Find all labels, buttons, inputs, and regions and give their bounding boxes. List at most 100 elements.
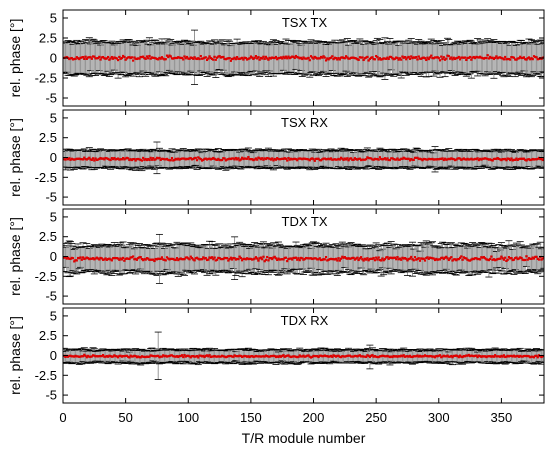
mean-point [198, 258, 201, 261]
mean-point [209, 256, 212, 260]
mean-point [162, 258, 165, 261]
mean-point [405, 157, 408, 160]
mean-point [322, 258, 325, 261]
mean-point [416, 156, 419, 159]
mean-point [316, 57, 319, 60]
mean-point [406, 259, 409, 262]
mean-point [397, 258, 400, 261]
mean-point [273, 255, 276, 258]
mean-point [318, 57, 321, 60]
mean-point [241, 56, 244, 59]
mean-point [248, 257, 251, 260]
panel-3: 5 2.5 0 -2.5 -5 TDX TX rel. phase [°] [7, 208, 545, 305]
mean-point [138, 256, 141, 259]
mean-point [324, 256, 328, 259]
mean-point [228, 157, 231, 160]
mean-point [212, 258, 215, 261]
mean-point [282, 157, 285, 160]
mean-point [288, 57, 291, 60]
mean-point [293, 157, 296, 160]
mean-point [282, 258, 285, 261]
mean-point [279, 157, 283, 161]
mean-point [127, 56, 130, 59]
mean-point [509, 58, 512, 61]
mean-point [108, 257, 111, 260]
mean-point [381, 58, 384, 61]
panel-data [63, 331, 544, 380]
mean-point [238, 255, 241, 258]
mean-point [530, 158, 533, 161]
mean-point [125, 57, 128, 60]
mean-point [137, 57, 140, 60]
mean-point [262, 55, 265, 58]
mean-point [332, 57, 335, 61]
mean-point [496, 157, 499, 160]
mean-point [239, 158, 242, 161]
mean-point [289, 257, 293, 260]
mean-point [85, 57, 88, 60]
y-tick-label: -5 [45, 190, 57, 205]
mean-point [104, 156, 107, 160]
mean-point [215, 258, 219, 261]
mean-point [524, 158, 527, 161]
mean-point [232, 157, 235, 160]
mean-point [461, 258, 464, 261]
mean-point [427, 257, 430, 260]
mean-point [484, 56, 487, 60]
mean-point [165, 256, 169, 259]
mean-point [114, 158, 117, 161]
mean-point [400, 58, 403, 61]
mean-point [101, 157, 105, 160]
mean-point [303, 57, 306, 60]
mean-point [106, 157, 110, 160]
mean-point [366, 55, 369, 59]
mean-point [101, 55, 105, 59]
mean-point [535, 158, 538, 161]
mean-point [208, 55, 211, 58]
mean-point [281, 57, 284, 60]
mean-point [318, 257, 321, 260]
mean-point [170, 257, 174, 261]
mean-point [367, 259, 370, 262]
mean-point [148, 258, 151, 261]
mean-point [212, 156, 215, 160]
mean-point [392, 58, 395, 61]
mean-point [456, 258, 459, 261]
mean-point [167, 158, 170, 161]
mean-point [314, 257, 318, 260]
mean-point [104, 257, 107, 260]
mean-point [273, 57, 276, 60]
mean-point [361, 56, 364, 59]
mean-point [70, 157, 73, 160]
mean-point [236, 257, 239, 261]
mean-point [212, 58, 215, 61]
mean-point [304, 57, 308, 60]
mean-point [377, 256, 380, 259]
mean-point [502, 258, 506, 261]
mean-point [98, 55, 101, 58]
mean-point [274, 257, 278, 260]
mean-point [482, 157, 485, 160]
mean-point [522, 258, 526, 262]
mean-point [344, 158, 348, 161]
mean-point [90, 158, 93, 161]
mean-point [418, 259, 422, 262]
mean-point [231, 157, 234, 160]
mean-point [150, 158, 154, 161]
mean-point [210, 256, 214, 259]
mean-point [183, 157, 186, 160]
mean-point [463, 257, 467, 260]
mean-point [99, 256, 102, 260]
mean-point [120, 258, 123, 261]
mean-point [298, 259, 301, 262]
mean-point [432, 158, 435, 161]
panel-title: TDX TX [282, 214, 328, 229]
mean-point [373, 58, 376, 61]
mean-point [368, 157, 371, 160]
mean-point [133, 258, 136, 261]
mean-point [388, 158, 392, 162]
mean-point [453, 57, 457, 61]
y-tick-label: 0 [50, 51, 57, 66]
mean-point [267, 157, 270, 160]
